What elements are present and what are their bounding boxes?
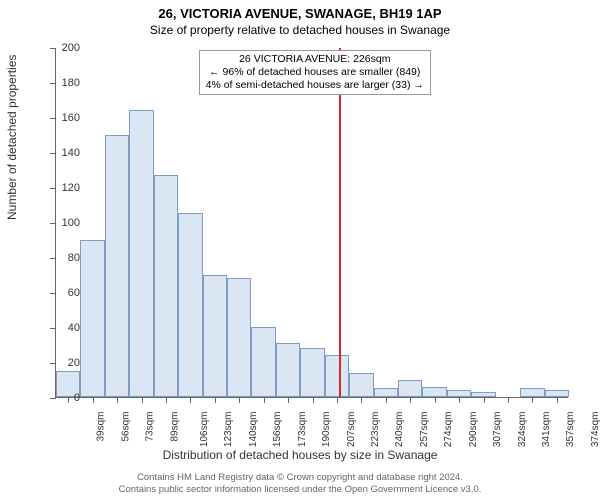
histogram-bar xyxy=(422,387,446,398)
histogram-bar xyxy=(203,275,227,398)
histogram-bar xyxy=(129,110,153,397)
x-tick-label: 73sqm xyxy=(145,412,156,442)
y-tick-label: 200 xyxy=(50,42,80,54)
x-tick-label: 173sqm xyxy=(297,412,308,448)
annotation-box: 26 VICTORIA AVENUE: 226sqm← 96% of detac… xyxy=(199,50,431,95)
footer-attribution: Contains HM Land Registry data © Crown c… xyxy=(0,472,600,496)
x-tick xyxy=(508,397,509,403)
histogram-bar xyxy=(154,175,178,397)
y-axis-title: Number of detached properties xyxy=(5,55,19,220)
x-tick-label: 257sqm xyxy=(419,412,430,448)
y-tick-label: 80 xyxy=(50,252,80,264)
x-tick xyxy=(484,397,485,403)
x-tick xyxy=(557,397,558,403)
x-tick-label: 240sqm xyxy=(394,412,405,448)
histogram-bar xyxy=(105,135,129,398)
x-tick-label: 223sqm xyxy=(370,412,381,448)
x-tick-label: 156sqm xyxy=(272,412,283,448)
chart-subtitle: Size of property relative to detached ho… xyxy=(0,21,600,37)
reference-line xyxy=(339,48,341,397)
x-tick xyxy=(142,397,143,403)
x-tick xyxy=(93,397,94,403)
y-tick-label: 140 xyxy=(50,147,80,159)
histogram-bar xyxy=(178,213,202,397)
x-tick xyxy=(361,397,362,403)
y-tick-label: 40 xyxy=(50,322,80,334)
y-tick-label: 0 xyxy=(50,392,80,404)
x-tick-label: 207sqm xyxy=(346,412,357,448)
histogram-bar xyxy=(300,348,324,397)
x-tick xyxy=(117,397,118,403)
y-tick-label: 60 xyxy=(50,287,80,299)
histogram-bar xyxy=(276,343,300,397)
x-tick xyxy=(239,397,240,403)
histogram-bar xyxy=(374,388,398,397)
x-tick xyxy=(459,397,460,403)
x-tick xyxy=(386,397,387,403)
x-tick-label: 341sqm xyxy=(541,412,552,448)
x-tick-label: 357sqm xyxy=(565,412,576,448)
x-tick-label: 123sqm xyxy=(223,412,234,448)
y-tick-label: 120 xyxy=(50,182,80,194)
x-tick-label: 56sqm xyxy=(120,412,131,442)
y-tick-label: 160 xyxy=(50,112,80,124)
x-tick xyxy=(532,397,533,403)
footer-line-2: Contains public sector information licen… xyxy=(0,484,600,496)
histogram-bar xyxy=(545,390,569,397)
x-tick xyxy=(313,397,314,403)
x-tick xyxy=(337,397,338,403)
histogram-bar xyxy=(447,390,471,397)
x-tick-label: 140sqm xyxy=(248,412,259,448)
x-tick-label: 307sqm xyxy=(492,412,503,448)
annotation-line: 26 VICTORIA AVENUE: 226sqm xyxy=(206,53,424,66)
plot-area xyxy=(55,48,568,398)
histogram-chart: 26, VICTORIA AVENUE, SWANAGE, BH19 1AP S… xyxy=(0,0,600,500)
histogram-bar xyxy=(349,373,373,398)
x-tick xyxy=(264,397,265,403)
x-tick-label: 274sqm xyxy=(443,412,454,448)
x-tick-label: 106sqm xyxy=(199,412,210,448)
histogram-bar xyxy=(398,380,422,398)
annotation-line: 4% of semi-detached houses are larger (3… xyxy=(206,79,424,92)
chart-title: 26, VICTORIA AVENUE, SWANAGE, BH19 1AP xyxy=(0,0,600,21)
y-tick-label: 20 xyxy=(50,357,80,369)
x-axis-title: Distribution of detached houses by size … xyxy=(0,448,600,462)
x-tick-label: 324sqm xyxy=(517,412,528,448)
y-tick-label: 100 xyxy=(50,217,80,229)
x-tick xyxy=(215,397,216,403)
footer-line-1: Contains HM Land Registry data © Crown c… xyxy=(0,472,600,484)
x-tick-label: 39sqm xyxy=(96,412,107,442)
annotation-line: ← 96% of detached houses are smaller (84… xyxy=(206,66,424,79)
x-tick xyxy=(190,397,191,403)
x-tick-label: 190sqm xyxy=(321,412,332,448)
x-tick-label: 89sqm xyxy=(169,412,180,442)
x-tick-label: 290sqm xyxy=(468,412,479,448)
x-tick xyxy=(288,397,289,403)
histogram-bar xyxy=(520,388,544,397)
x-tick xyxy=(410,397,411,403)
histogram-bar xyxy=(227,278,251,397)
y-tick-label: 180 xyxy=(50,77,80,89)
x-tick xyxy=(435,397,436,403)
histogram-bar xyxy=(251,327,275,397)
histogram-bar xyxy=(80,240,104,398)
x-tick-label: 374sqm xyxy=(590,412,600,448)
x-tick xyxy=(166,397,167,403)
histogram-bar xyxy=(325,355,349,397)
